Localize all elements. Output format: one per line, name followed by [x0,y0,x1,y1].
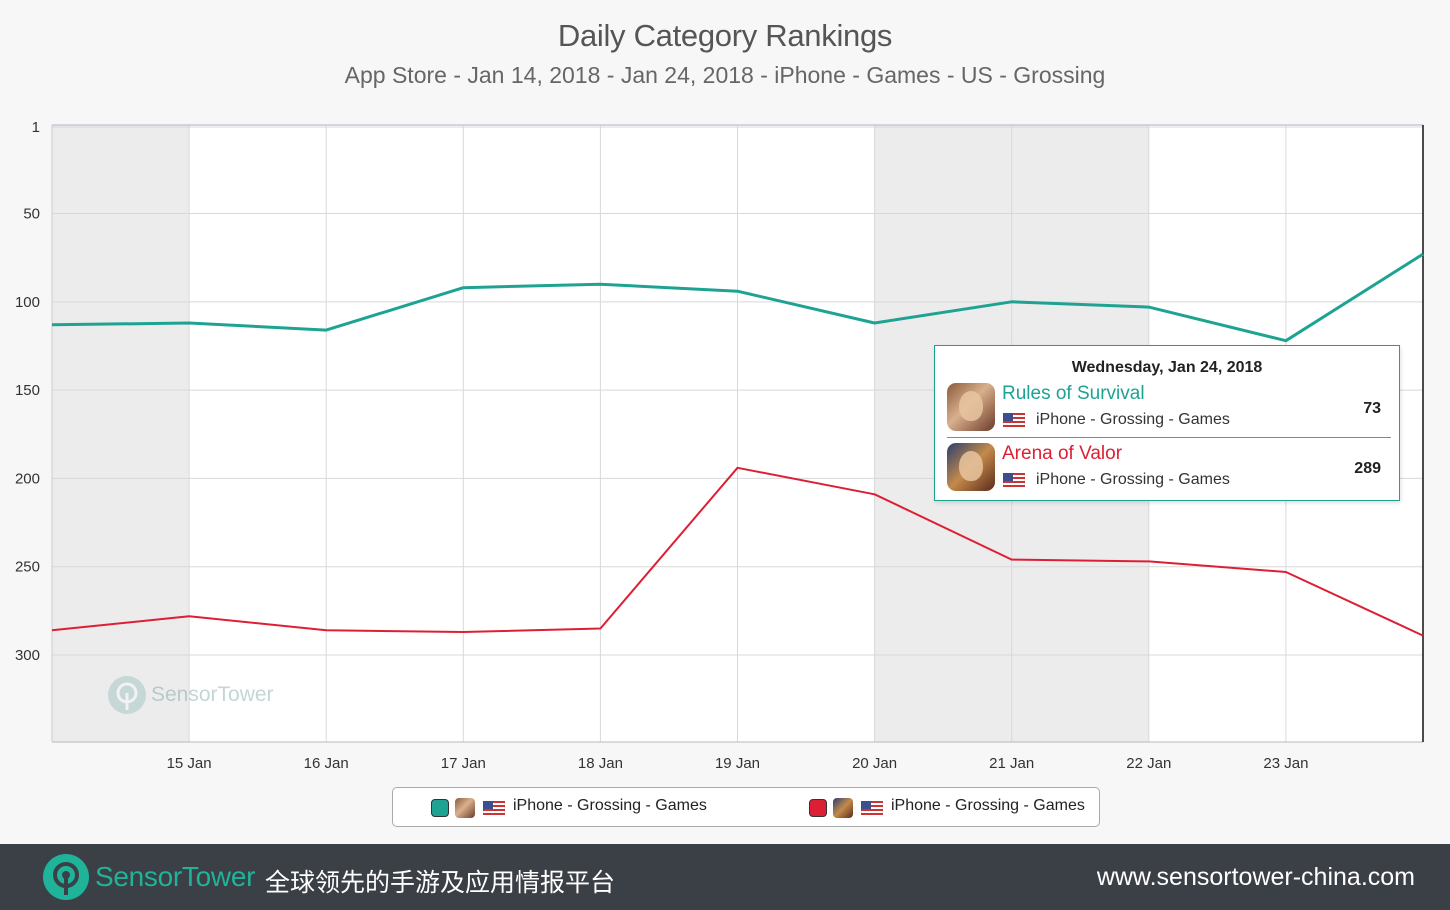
legend-swatch [431,799,449,817]
day-band [52,125,190,742]
x-tick-label: 15 Jan [167,755,212,772]
chart-title: Daily Category Rankings [557,18,893,53]
tooltip-app-category: iPhone - Grossing - Games [1036,411,1230,428]
x-tick-label: 22 Jan [1126,755,1171,772]
rules-of-survival-app-icon [455,798,475,818]
us-flag-icon [1003,413,1025,427]
y-tick-label: 1 [32,119,40,136]
y-tick-label: 100 [15,294,40,311]
tooltip-app-rank: 73 [1363,400,1381,417]
chart-subtitle: App Store - Jan 14, 2018 - Jan 24, 2018 … [344,62,1106,88]
footer-tagline: 全球领先的手游及应用情报平台 [265,868,616,897]
legend-swatch [809,799,827,817]
series-line-arena-of-valor [51,466,1424,637]
plot-grid [51,124,1424,743]
series-line-rules-of-survival [51,252,1424,343]
y-tick-label: 250 [15,559,40,576]
arena-of-valor-app-icon [947,443,995,491]
y-tick-label: 50 [23,206,40,223]
chart-legend: iPhone - Grossing - Games iPhone - Gross… [392,787,1100,827]
y-tick-label: 300 [15,647,40,664]
tooltip-app-category: iPhone - Grossing - Games [1036,471,1230,488]
sensortower-watermark: SensorTower [106,674,286,718]
tooltip-date: Wednesday, Jan 24, 2018 [1071,359,1263,376]
x-tick-label: 20 Jan [852,755,897,772]
x-tick-label: 17 Jan [441,755,486,772]
x-axis: 15 Jan 16 Jan 17 Jan 18 Jan 19 Jan 20 Jan 21 J… [167,755,1309,772]
y-tick-label: 200 [15,470,40,487]
x-tick-label: 21 Jan [989,755,1034,772]
y-tick-label: 150 [15,382,40,399]
tooltip-app-rank: 289 [1354,460,1381,477]
rules-of-survival-app-icon [947,383,995,431]
us-flag-icon [1003,473,1025,487]
us-flag-icon [483,801,505,815]
footer-banner: SensorTower 全球领先的手游及应用情报平台 www.sensortow… [0,844,1450,910]
footer-url[interactable]: www.sensortower-china.com [1096,863,1415,891]
tooltip-divider [947,437,1391,438]
legend-label: iPhone - Grossing - Games [891,797,1085,814]
watermark-text: SensorTower [151,683,274,706]
x-tick-label: 16 Jan [304,755,349,772]
x-tick-label: 19 Jan [715,755,760,772]
tooltip-app-name: Arena of Valor [1002,443,1123,464]
sensortower-watermark-icon [108,676,146,714]
legend-label: iPhone - Grossing - Games [513,797,707,814]
tooltip-row-rules-of-survival: Rules of Survival iPhone - Grossing - Ga… [947,383,1391,435]
footer-brand: SensorTower [95,861,256,892]
series-lines [51,252,1424,637]
hover-tooltip: Wednesday, Jan 24, 2018 Rules of Surviva… [934,345,1400,501]
us-flag-icon [861,801,883,815]
x-tick-label: 23 Jan [1263,755,1308,772]
arena-of-valor-app-icon [833,798,853,818]
tooltip-row-arena-of-valor: Arena of Valor iPhone - Grossing - Games… [947,443,1391,495]
sensortower-logo-icon [43,854,89,900]
tooltip-app-name: Rules of Survival [1002,383,1145,404]
x-tick-label: 18 Jan [578,755,623,772]
